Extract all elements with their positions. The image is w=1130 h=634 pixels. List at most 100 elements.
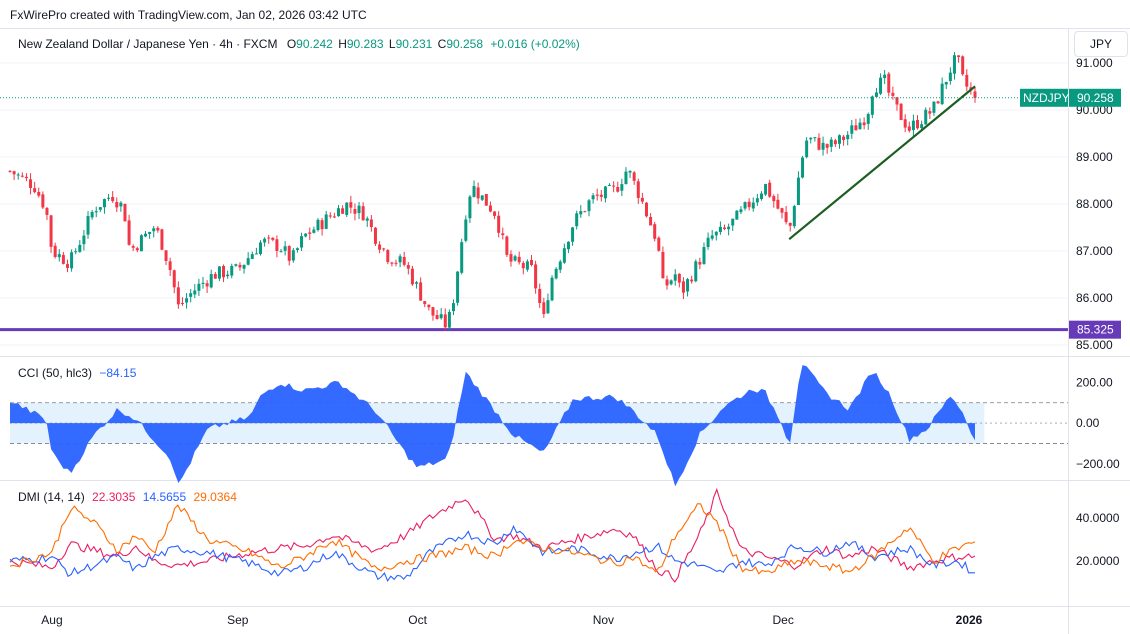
- symbol-header: New Zealand Dollar / Japanese Yen · 4h ·…: [18, 37, 580, 51]
- currency-button[interactable]: JPY: [1074, 31, 1128, 57]
- candle-body: [390, 262, 394, 264]
- candle-body: [102, 199, 106, 208]
- candle-body: [702, 247, 706, 264]
- candle-body: [148, 231, 152, 234]
- candle-body: [640, 197, 644, 202]
- candle-body: [566, 241, 570, 250]
- candle-body: [735, 210, 739, 220]
- candle-body: [751, 202, 755, 209]
- candle-body: [394, 262, 398, 264]
- candle-body: [587, 200, 591, 212]
- candle-body: [127, 220, 131, 245]
- candle-body: [883, 74, 887, 79]
- candle-body: [402, 256, 406, 265]
- dmi-minus-di-value: 14.5655: [142, 490, 187, 504]
- candle-body: [644, 202, 648, 217]
- cci-axis-tick: −200.00: [1076, 457, 1120, 471]
- candle-body: [591, 195, 595, 200]
- trendline[interactable]: [788, 85, 976, 241]
- cci-header: CCI (50, hlc3) −84.15: [18, 366, 136, 380]
- time-axis-tick: Nov: [593, 613, 614, 627]
- symbol-badge: [1020, 88, 1068, 107]
- candle-body: [497, 215, 501, 233]
- time-axis-tick: 2026: [956, 613, 983, 627]
- candle-body: [603, 186, 607, 199]
- candle-body: [337, 208, 341, 217]
- candle-body: [961, 56, 965, 75]
- candle-body: [415, 282, 419, 284]
- candle-body: [694, 261, 698, 282]
- candle-body: [940, 83, 944, 105]
- candle-body: [82, 235, 86, 245]
- dmi-label[interactable]: DMI (14, 14): [18, 490, 85, 504]
- candle-body: [135, 248, 139, 251]
- candle-body: [944, 81, 948, 85]
- cci-label[interactable]: CCI (50, hlc3): [18, 366, 93, 380]
- candle-body: [743, 202, 747, 209]
- candle-body: [258, 242, 262, 255]
- price-axis-tick: 87.000: [1076, 244, 1113, 258]
- candle-body: [805, 140, 809, 158]
- candle-body: [718, 226, 722, 233]
- candle-body: [817, 137, 821, 150]
- candle-body: [431, 307, 435, 316]
- low-label: L: [388, 37, 396, 51]
- candle-body: [653, 224, 657, 239]
- candle-body: [768, 182, 772, 197]
- candle-body: [920, 124, 924, 129]
- candle-body: [254, 253, 258, 255]
- candle-body: [205, 283, 209, 287]
- candle-body: [193, 290, 197, 295]
- candle-body: [201, 282, 205, 284]
- candle-body: [948, 72, 952, 82]
- candle-body: [332, 216, 336, 218]
- dmi-axis-tick: 20.0000: [1076, 554, 1120, 568]
- candle-body: [772, 196, 776, 202]
- candle-body: [250, 254, 254, 259]
- candle-body: [562, 248, 566, 263]
- candle-body: [341, 208, 345, 214]
- candle-body: [176, 287, 180, 305]
- candle-body: [636, 181, 640, 198]
- candle-body: [197, 283, 201, 291]
- candle-body: [386, 250, 390, 263]
- candle-body: [907, 126, 911, 131]
- candle-body: [517, 256, 521, 263]
- candle-body: [780, 208, 784, 213]
- candle-body: [542, 302, 546, 315]
- last-price-badge-label: 90.258: [1077, 91, 1114, 105]
- candle-body: [616, 187, 620, 192]
- candle-body: [809, 137, 813, 140]
- candle-body: [353, 209, 357, 214]
- candle-body: [924, 109, 928, 125]
- candle-body: [156, 227, 160, 231]
- candle-body: [123, 203, 127, 222]
- candle-body: [29, 179, 33, 188]
- candle-body: [599, 194, 603, 197]
- candle-body: [61, 254, 65, 264]
- candle-body: [160, 229, 164, 250]
- candle-body: [53, 245, 57, 257]
- candle-body: [427, 304, 431, 308]
- candle-body: [796, 177, 800, 205]
- candle-body: [874, 92, 878, 97]
- candle-body: [554, 268, 558, 279]
- candle-body: [345, 202, 349, 215]
- candle-body: [115, 202, 119, 208]
- candle-body: [690, 279, 694, 282]
- candle-body: [468, 196, 472, 219]
- candle-body: [94, 211, 98, 213]
- candle-body: [20, 175, 24, 177]
- candle-body: [833, 140, 837, 145]
- candle-body: [957, 55, 961, 58]
- candle-body: [681, 281, 685, 293]
- candle-body: [534, 264, 538, 289]
- open-value: 90.242: [296, 37, 333, 51]
- change-value: +0.016 (+0.02%): [490, 37, 580, 51]
- candle-body: [488, 205, 492, 212]
- candle-body: [837, 135, 841, 144]
- candle-body: [776, 199, 780, 209]
- candle-body: [131, 246, 135, 248]
- symbol-name[interactable]: New Zealand Dollar / Japanese Yen · 4h ·…: [18, 37, 278, 51]
